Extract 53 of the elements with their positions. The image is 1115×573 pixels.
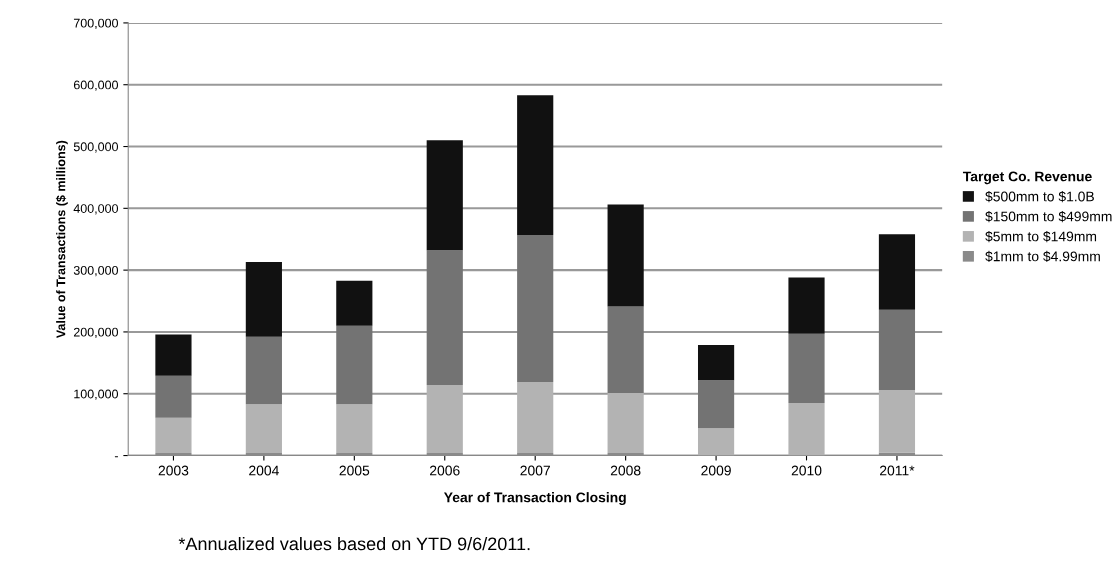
bar [155, 334, 192, 376]
bar [426, 385, 463, 454]
y-tick-label: 100,000 [74, 389, 119, 400]
bar [788, 403, 825, 456]
bar [245, 262, 282, 337]
bar [878, 234, 916, 310]
y-tick-label: 400,000 [73, 204, 119, 215]
y-tick-label: 700,000 [73, 18, 119, 30]
x-axis-title: Year of Transaction Closing [443, 492, 626, 506]
legend-label: $1mm to $4.99mm [985, 250, 1100, 263]
bar [517, 95, 554, 235]
y-tick-label: - [114, 456, 118, 458]
x-tick-label: 2009 [701, 465, 731, 476]
bar [697, 428, 735, 456]
legend-label: $5mm to $149mm [985, 230, 1097, 243]
bar [697, 380, 735, 429]
y-tick-label: 200,000 [73, 327, 119, 339]
bar [155, 417, 192, 454]
y-tick-label: 300,000 [73, 265, 119, 277]
x-tick-label: 2008 [610, 465, 641, 476]
bar [517, 381, 554, 454]
bar [607, 204, 644, 307]
bar [878, 452, 916, 456]
y-tick-label: 600,000 [73, 80, 119, 91]
bar [878, 390, 916, 453]
x-tick-label: 2006 [430, 465, 460, 476]
bar [336, 325, 373, 405]
text: *Annualized values based on YTD 9/6/2011. [178, 537, 530, 551]
bar [607, 306, 644, 394]
bar [336, 404, 373, 454]
legend-label: $500mm to $1.0B [985, 190, 1094, 203]
bar [155, 375, 192, 418]
x-tick-label: 2010 [791, 465, 822, 476]
bar [788, 277, 825, 334]
x-tick-label: 2005 [339, 465, 370, 476]
bar [878, 309, 916, 391]
bar [788, 333, 825, 403]
bar [607, 393, 644, 454]
bar [426, 140, 463, 251]
y-axis-title: Value of Transactions ($ millions) [55, 140, 68, 339]
legend-label: $150mm to $499mm [985, 210, 1112, 223]
legend-title: Target Co. Revenue [962, 171, 1092, 185]
x-tick-label: 2011* [880, 465, 915, 476]
y-tick-label: 500,000 [73, 142, 119, 153]
x-tick-label: 2003 [158, 465, 189, 476]
bar [426, 250, 463, 386]
x-tick-label: 2004 [249, 465, 279, 476]
bar [245, 404, 282, 454]
bar [245, 336, 282, 405]
bar [336, 280, 373, 326]
x-tick-label: 2007 [520, 465, 550, 476]
bar [517, 234, 554, 382]
bar [697, 344, 735, 381]
